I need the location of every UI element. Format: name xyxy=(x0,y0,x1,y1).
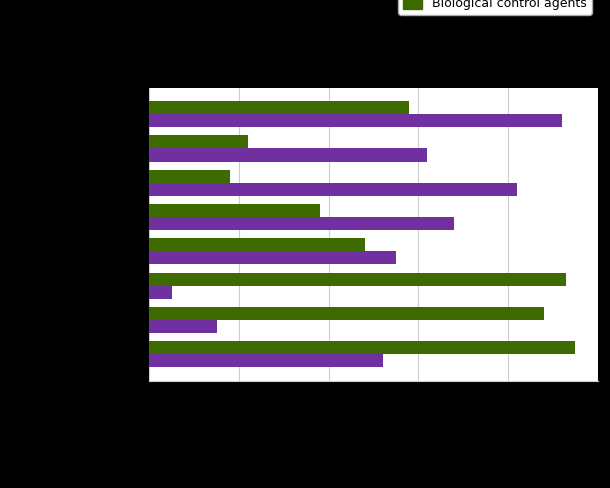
Bar xyxy=(149,114,562,127)
Bar xyxy=(149,183,517,196)
Bar xyxy=(149,354,382,367)
Bar xyxy=(149,148,428,162)
Bar xyxy=(149,204,320,217)
Bar xyxy=(149,217,454,230)
Bar xyxy=(149,273,567,285)
Bar xyxy=(149,341,575,354)
Bar xyxy=(149,136,248,148)
Bar xyxy=(149,251,396,264)
Text: ¹ The term “treated area” means the basic area treated defined as the physical a: ¹ The term “treated area” means the basi… xyxy=(6,412,554,436)
Bar xyxy=(149,101,409,114)
Bar xyxy=(149,320,217,333)
Bar xyxy=(149,170,230,183)
Bar xyxy=(149,285,172,299)
Bar xyxy=(149,238,365,251)
Bar xyxy=(149,307,544,320)
Legend: Chemical pesticides, Biological control agents: Chemical pesticides, Biological control … xyxy=(398,0,592,15)
